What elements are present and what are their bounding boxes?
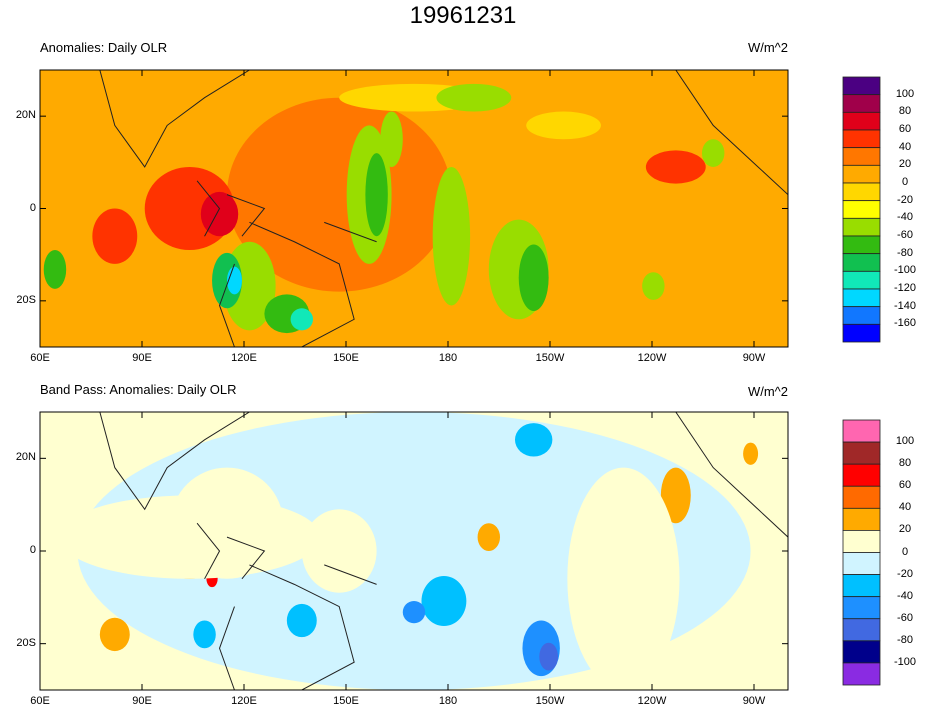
- x-tick-label: 120E: [231, 352, 257, 364]
- map-field-1: [40, 412, 788, 690]
- contour-region: [421, 576, 467, 627]
- x-tick-label: 150E: [333, 352, 359, 364]
- contour-region: [526, 111, 601, 140]
- colorbar-label: -20: [897, 193, 913, 206]
- colorbar-box: [842, 323, 881, 343]
- colorbar-label: 0: [901, 176, 909, 188]
- colorbar-label: -80: [897, 246, 913, 259]
- x-tick-label: 180: [438, 352, 458, 364]
- x-tick-label: 120W: [637, 695, 667, 707]
- bottom-panel-units: W/m^2: [747, 384, 788, 399]
- x-tick-label: 60E: [30, 352, 50, 364]
- map-field-0: [40, 70, 788, 347]
- colorbar-label: 20: [898, 523, 912, 536]
- coastline: [324, 564, 377, 585]
- colorbar-label: -100: [893, 264, 917, 277]
- coastline: [196, 522, 221, 580]
- colorbar-label: -120: [893, 282, 917, 294]
- x-tick-label: 60E: [30, 695, 50, 707]
- colorbar-label: 60: [898, 479, 912, 492]
- x-tick-label: 90W: [742, 695, 766, 707]
- colorbar-label: 100: [895, 435, 915, 448]
- contour-region: [514, 423, 553, 457]
- colorbar-label: -160: [893, 317, 917, 330]
- coastline: [675, 412, 788, 538]
- colorbar-label: -100: [893, 655, 917, 668]
- colorbar-label: 40: [898, 501, 912, 514]
- colorbar-box: [842, 662, 881, 686]
- coastline: [196, 180, 221, 237]
- contour-region: [743, 442, 759, 465]
- colorbar-label: -20: [897, 567, 913, 580]
- coastline: [675, 70, 788, 196]
- top-panel-units: W/m^2: [747, 40, 788, 55]
- colorbar-label: -40: [897, 211, 913, 224]
- contour-region: [539, 642, 558, 671]
- contour-region: [701, 139, 725, 167]
- x-tick-label: 120W: [637, 352, 667, 364]
- chart-title: 19961231: [409, 2, 517, 29]
- contour-region: [193, 620, 216, 649]
- coastline: [226, 194, 266, 237]
- contour-region: [645, 150, 706, 184]
- contour-region: [477, 523, 501, 551]
- coastline: [218, 564, 355, 690]
- colorbar-label: 80: [898, 457, 912, 470]
- top-panel-subtitle: Anomalies: Daily OLR: [40, 40, 168, 55]
- colorbar-label: -140: [893, 299, 917, 312]
- colorbar-label: 40: [898, 140, 912, 153]
- x-tick-label: 180: [438, 695, 458, 707]
- coastline: [226, 536, 266, 580]
- contour-region: [58, 495, 321, 579]
- coastline: [99, 412, 250, 511]
- contour-region: [227, 266, 242, 295]
- x-tick-label: 90W: [742, 352, 766, 364]
- x-tick-label: 150W: [535, 695, 565, 707]
- bottom-panel-subtitle: Band Pass: Anomalies: Daily OLR: [40, 382, 237, 397]
- contour-region: [200, 191, 239, 237]
- y-tick-label: 20S: [16, 636, 36, 649]
- contour-region: [518, 244, 549, 311]
- colorbar-label: 80: [898, 105, 912, 118]
- contour-region: [301, 509, 377, 593]
- contour-region: [660, 467, 691, 524]
- coastline: [324, 221, 377, 243]
- colorbar-label: -60: [897, 229, 913, 241]
- contour-region: [92, 208, 138, 264]
- contour-region: [432, 166, 471, 306]
- contour-region: [567, 467, 680, 690]
- contour-region: [43, 250, 67, 289]
- contour-region: [436, 83, 512, 112]
- y-tick-label: 20N: [15, 451, 36, 464]
- x-tick-label: 90E: [132, 352, 152, 364]
- x-tick-label: 90E: [132, 695, 152, 707]
- colorbar-label: 20: [898, 158, 912, 171]
- coastline: [218, 221, 355, 347]
- y-tick-label: 0: [29, 544, 36, 556]
- x-tick-label: 150E: [333, 695, 359, 707]
- y-tick-label: 20N: [15, 109, 36, 122]
- colorbar-label: -60: [897, 611, 913, 624]
- colorbar-label: 100: [895, 87, 915, 100]
- coastline: [99, 70, 250, 168]
- contour-region: [286, 603, 317, 638]
- contour-region: [365, 153, 388, 237]
- colorbar-label: 0: [901, 545, 909, 558]
- y-tick-label: 20S: [16, 293, 36, 306]
- x-tick-label: 120E: [231, 695, 257, 707]
- colorbar-label: -80: [897, 633, 913, 646]
- colorbar-label: 60: [898, 123, 912, 135]
- contour-region: [642, 272, 665, 300]
- contour-region: [402, 601, 426, 624]
- contour-region: [99, 617, 130, 652]
- x-tick-label: 150W: [535, 352, 565, 364]
- contour-region: [290, 308, 314, 331]
- colorbar-label: -40: [897, 589, 913, 602]
- y-tick-label: 0: [29, 201, 36, 214]
